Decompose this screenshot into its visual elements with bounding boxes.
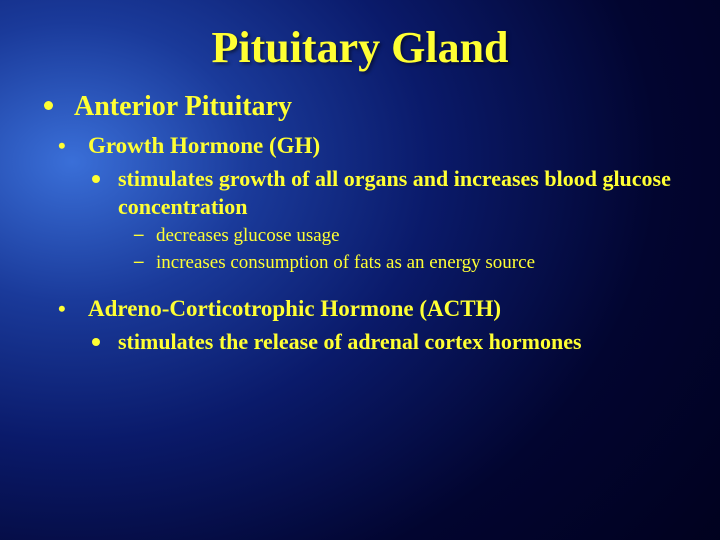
dot-bullet-icon: • [58,139,66,153]
slide-title: Pituitary Gland [0,0,720,91]
list-item: – increases consumption of fats as an en… [134,251,690,276]
disc-bullet-icon [92,338,100,346]
l4-text: decreases glucose usage [156,225,340,246]
list-item: stimulates the release of adrenal cortex… [92,328,690,357]
slide-content: Anterior Pituitary • Growth Hormone (GH)… [0,91,720,357]
dash-bullet-icon: – [134,224,144,246]
l2-text: Adreno-Corticotrophic Hormone (ACTH) [88,296,501,321]
list-item: stimulates growth of all organs and incr… [92,165,690,222]
dash-bullet-icon: – [134,251,144,273]
disc-bullet-icon [92,175,100,183]
spacer [44,276,690,286]
l3-text: stimulates growth of all organs and incr… [118,166,671,220]
list-item: – decreases glucose usage [134,224,690,249]
l2-text: Growth Hormone (GH) [88,133,320,158]
l1-text: Anterior Pituitary [74,91,292,122]
list-item: • Growth Hormone (GH) [58,131,690,161]
list-item: • Adreno-Corticotrophic Hormone (ACTH) [58,294,690,324]
list-item: Anterior Pituitary [44,91,690,123]
l4-text: increases consumption of fats as an ener… [156,252,535,273]
l3-text: stimulates the release of adrenal cortex… [118,329,582,354]
disc-bullet-icon [44,101,53,110]
dot-bullet-icon: • [58,302,66,316]
